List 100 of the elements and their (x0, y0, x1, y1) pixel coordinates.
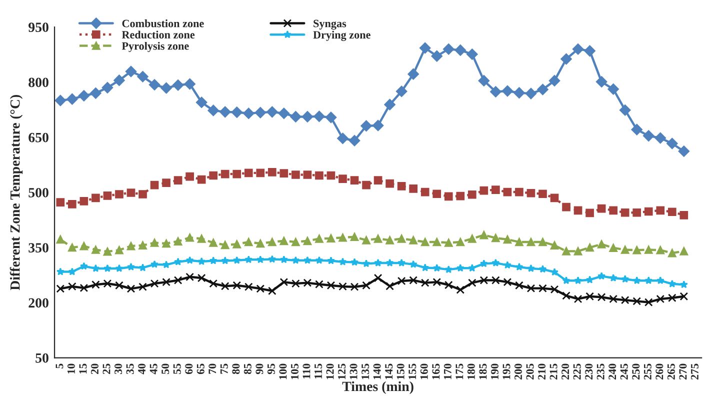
point (468, 278, 476, 287)
point (621, 274, 630, 283)
point (302, 111, 314, 122)
point (668, 208, 676, 216)
point (443, 43, 454, 55)
x-tick-label: 250 (632, 364, 640, 380)
point (362, 180, 370, 190)
point (550, 194, 559, 202)
point (421, 264, 430, 272)
point (338, 282, 347, 291)
point (303, 236, 312, 246)
point (314, 110, 325, 122)
point (502, 85, 514, 97)
point (268, 238, 276, 246)
point (315, 280, 324, 288)
point (632, 246, 642, 254)
point (292, 279, 300, 288)
point (562, 291, 570, 300)
point (396, 86, 408, 97)
point (550, 268, 558, 276)
x-tick-label: 255 (644, 364, 652, 380)
point (174, 276, 182, 284)
point (209, 256, 218, 264)
point (138, 241, 147, 250)
point (68, 243, 76, 252)
point (548, 75, 560, 86)
point (503, 260, 512, 269)
point (397, 182, 406, 190)
legend-label: Drying zone (313, 30, 370, 41)
x-tick-label: 205 (526, 364, 534, 380)
point (197, 274, 206, 282)
point (644, 246, 653, 254)
point (526, 188, 536, 198)
point (408, 68, 419, 80)
point (656, 294, 665, 304)
point (338, 174, 347, 183)
point (126, 284, 136, 293)
point (632, 276, 641, 284)
point (420, 238, 430, 246)
point (184, 78, 196, 90)
point (278, 108, 290, 119)
x-tick-label: 135 (362, 364, 370, 380)
point (572, 43, 584, 55)
point (220, 106, 231, 118)
point (244, 282, 253, 292)
point (126, 242, 136, 250)
point (174, 176, 182, 184)
point (268, 286, 276, 296)
point (56, 268, 64, 276)
point (54, 94, 66, 106)
point (162, 239, 170, 248)
x-tick-label: 265 (667, 364, 675, 380)
point (574, 206, 582, 215)
x-tick-label: 65 (196, 364, 204, 374)
point (337, 132, 348, 144)
point (444, 280, 453, 290)
x-tick-label: 235 (596, 364, 604, 380)
point (325, 112, 337, 124)
x-tick-label: 220 (562, 364, 570, 380)
point (290, 111, 302, 122)
point (244, 238, 253, 246)
point (115, 190, 124, 198)
point (348, 134, 360, 146)
point (220, 282, 230, 290)
y-axis-title: Different Zone Temperature (°C) (10, 95, 23, 290)
point (350, 282, 359, 292)
point (431, 50, 442, 62)
point (609, 294, 618, 304)
point (654, 132, 666, 144)
legend-label: Combustion zone (122, 19, 204, 28)
x-tick-label: 185 (479, 364, 487, 380)
x-tick-label: 25 (102, 364, 110, 374)
x-tick-label: 270 (679, 364, 687, 380)
point (644, 207, 653, 216)
x-tick-label: 155 (408, 364, 416, 380)
legend-label: Syngas (314, 20, 346, 30)
x-tick-label: 115 (314, 364, 322, 378)
point (656, 276, 664, 284)
point (668, 248, 676, 258)
x-axis-title: Times (min) (342, 381, 414, 394)
x-tick-label: 50 (162, 364, 170, 374)
point (456, 264, 464, 272)
point (454, 44, 466, 56)
point (326, 281, 336, 290)
x-tick-label: 230 (585, 364, 593, 380)
point (598, 272, 606, 280)
point (468, 190, 476, 199)
point (631, 124, 642, 136)
point (397, 234, 406, 243)
point (409, 236, 418, 244)
point (220, 170, 230, 178)
point (480, 260, 488, 268)
x-tick-label: 245 (620, 364, 628, 380)
point (254, 107, 266, 118)
point (256, 284, 265, 293)
point (115, 281, 124, 290)
point (280, 236, 288, 246)
point (466, 48, 478, 60)
point (608, 84, 619, 95)
point (243, 108, 254, 119)
